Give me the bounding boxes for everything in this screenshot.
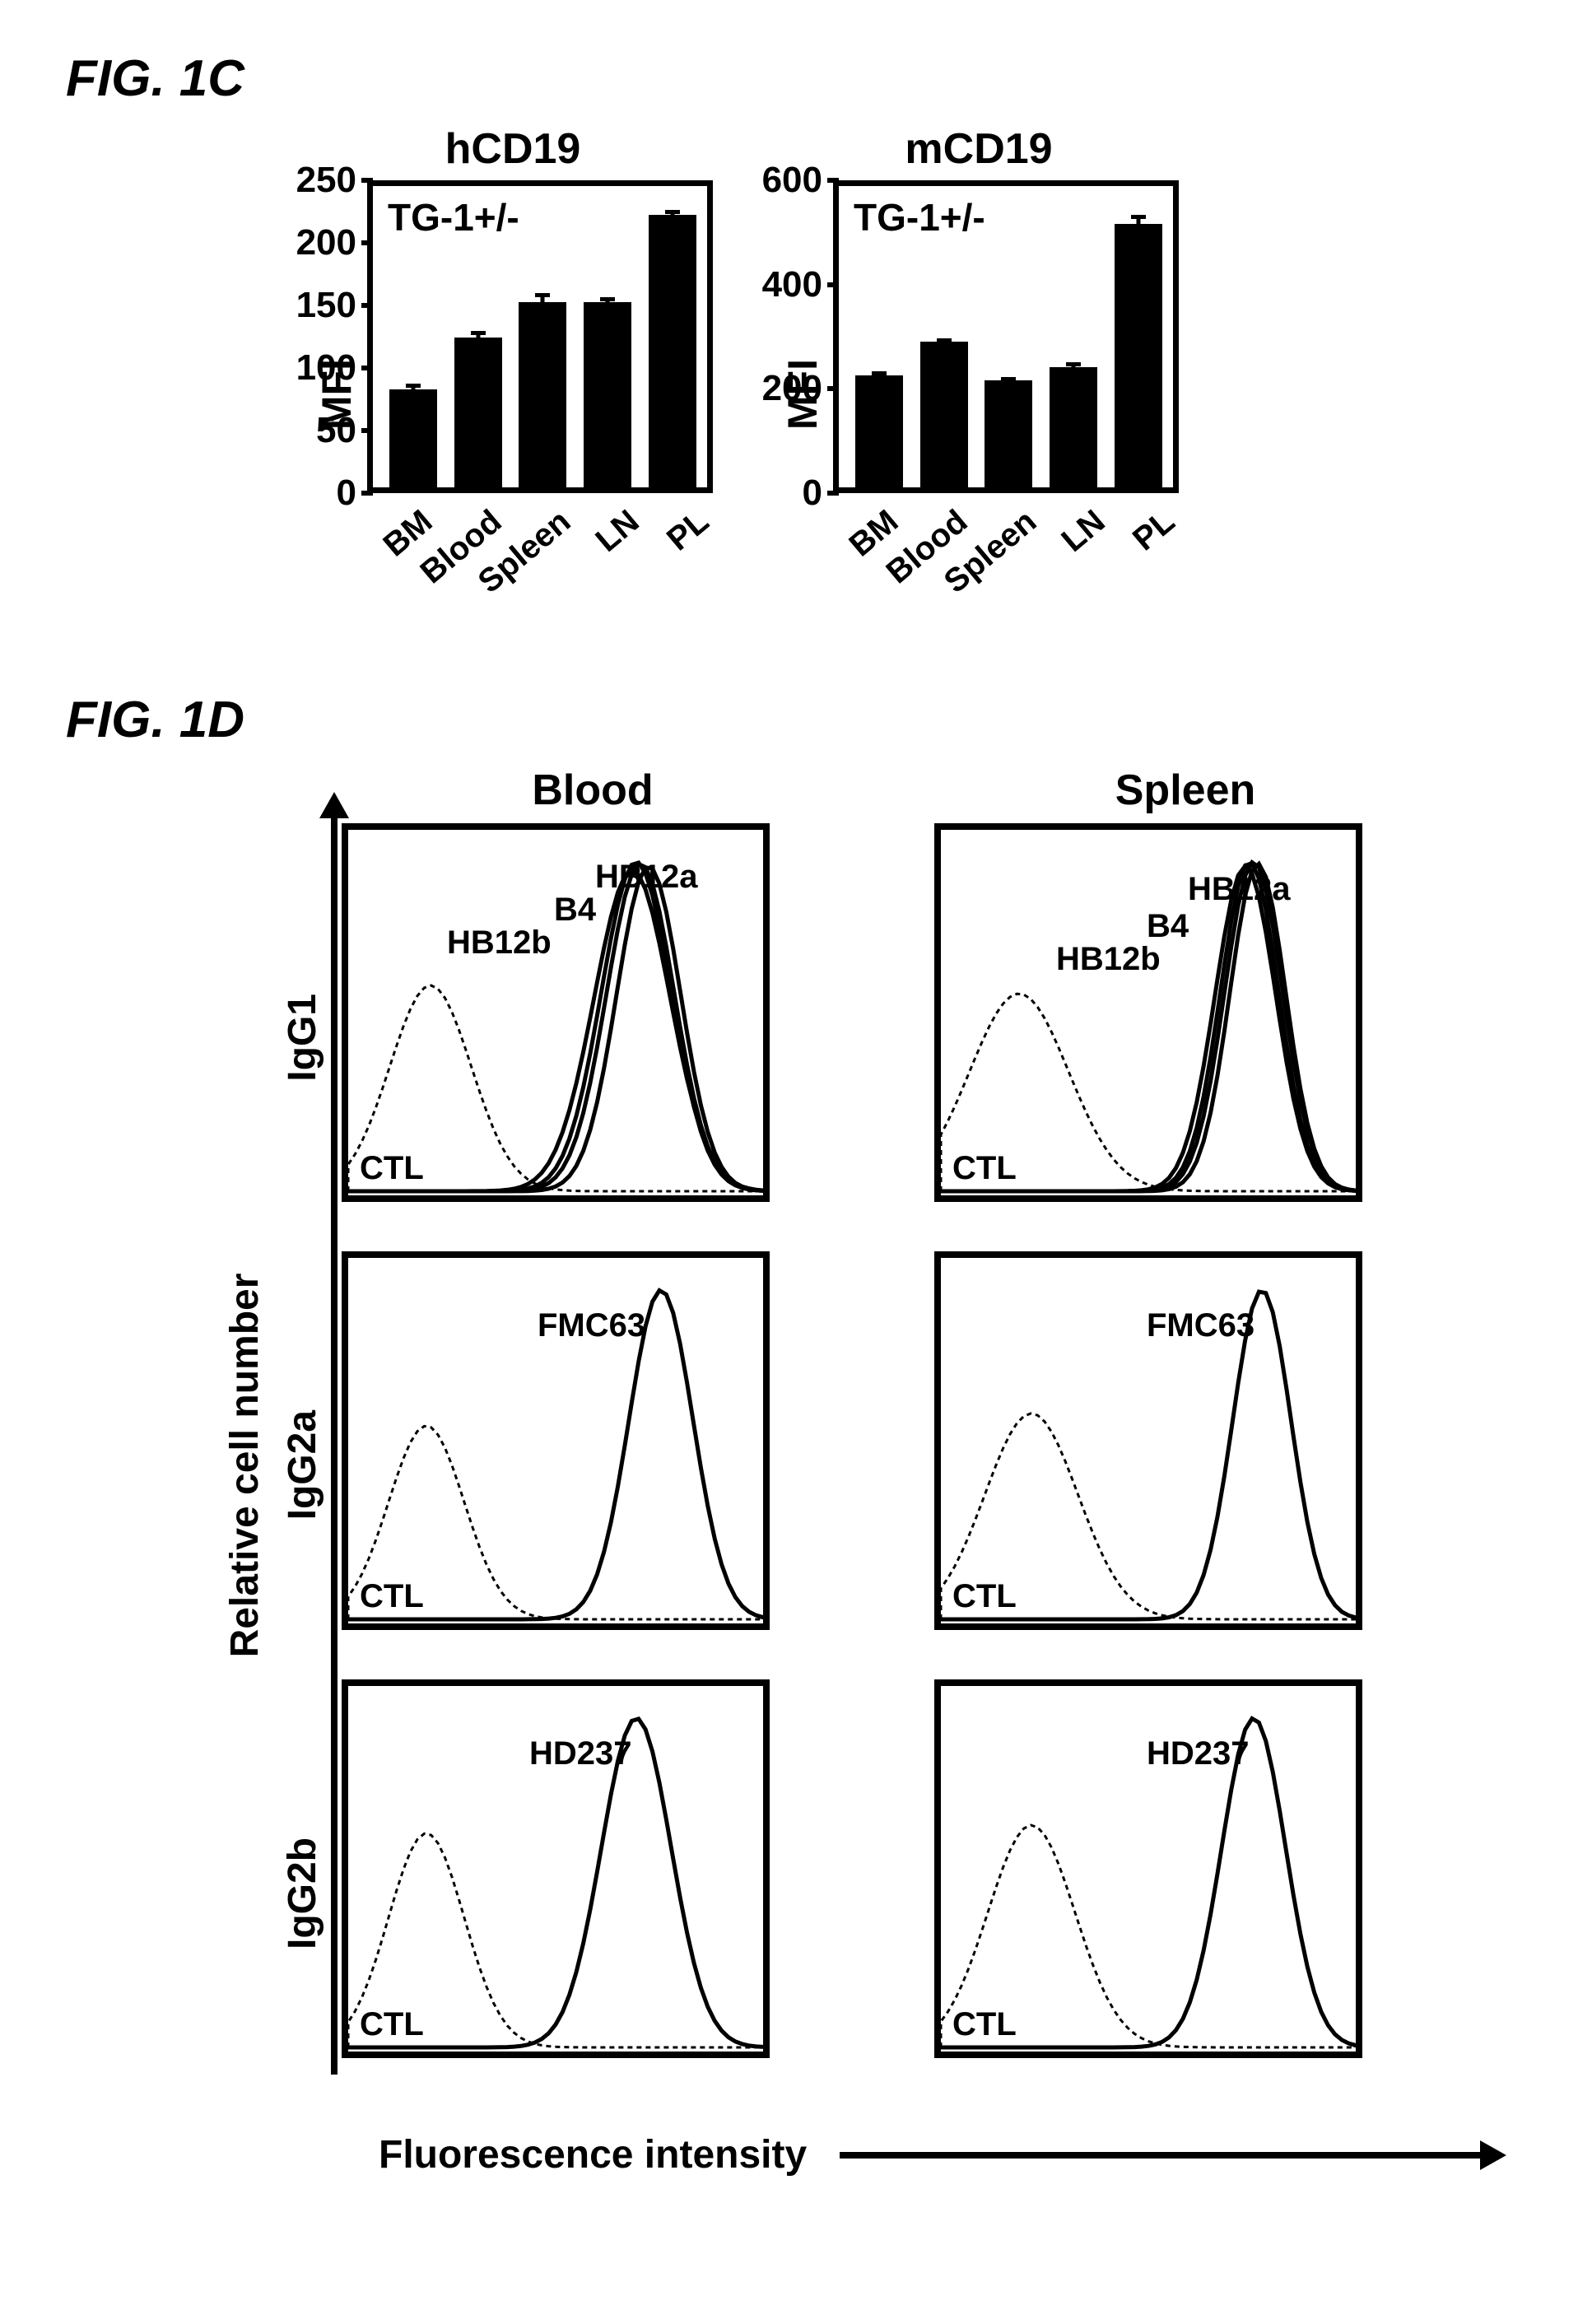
- bar: [584, 302, 631, 487]
- x-tick-label: LN: [1055, 503, 1113, 560]
- bar: [1115, 224, 1162, 487]
- hist-panel: CTL HB12aB4HB12b: [934, 823, 1362, 1202]
- bar-chart-row: hCD19MFITG-1+/-050100150200250BMBloodSpl…: [313, 124, 1526, 608]
- y-tick-label: 100: [296, 347, 356, 389]
- x-axis-label: Fluorescence intensity: [379, 2132, 807, 2177]
- y-tick-label: 0: [803, 473, 822, 514]
- hist-svg: [348, 830, 763, 1195]
- x-tick-label: PL: [1126, 503, 1182, 558]
- hist-column-blood: CTL HB12aB4HB12b CTL FMC63 CTL HD237: [342, 823, 770, 2107]
- column-headers: Blood Spleen: [379, 766, 1526, 815]
- col-header-blood: Blood: [379, 766, 807, 815]
- hist-panel: CTL FMC63: [342, 1251, 770, 1630]
- y-axis-arrow: [331, 815, 337, 2075]
- row-label-igg1: IgG1: [280, 994, 325, 1082]
- ctl-label: CTL: [952, 1150, 1017, 1187]
- y-tick-label: 400: [762, 264, 822, 305]
- row-labels: Relative cell number IgG1 IgG2a IgG2b: [280, 823, 325, 2107]
- hist-svg: [941, 830, 1356, 1195]
- ctl-label: CTL: [360, 1578, 424, 1615]
- ctl-label: CTL: [360, 2006, 424, 2043]
- x-axis-row: Fluorescence intensity: [379, 2132, 1526, 2177]
- plot-area: TG-1+/-0200400600: [833, 180, 1179, 493]
- bar-title: mCD19: [779, 124, 1179, 174]
- figure-1d-section: FIG. 1D Blood Spleen Relative cell numbe…: [66, 691, 1526, 2177]
- bar-panel-0: hCD19MFITG-1+/-050100150200250BMBloodSpl…: [313, 124, 713, 608]
- figure-1c-section: FIG. 1C hCD19MFITG-1+/-050100150200250BM…: [66, 49, 1526, 608]
- hist-panel: CTL FMC63: [934, 1251, 1362, 1630]
- x-tick-label: PL: [660, 503, 716, 558]
- hist-annotation: HB12b: [1056, 941, 1161, 978]
- hist-annotation: FMC63: [538, 1307, 645, 1344]
- bar: [985, 380, 1032, 487]
- bar-panel-1: mCD19MFITG-1+/-0200400600BMBloodSpleenLN…: [779, 124, 1179, 608]
- bar: [519, 302, 566, 487]
- hist-annotation: FMC63: [1147, 1307, 1255, 1344]
- histogram-columns: CTLHB12aB4HB12bCTLFMC63CTLHD237CTLHB12aB…: [342, 823, 1362, 2107]
- bar: [920, 342, 968, 487]
- hist-panel: CTL HD237: [342, 1679, 770, 2058]
- x-axis-arrow: [840, 2152, 1482, 2159]
- row-label-igg2b: IgG2b: [280, 1837, 325, 1949]
- bar: [454, 338, 502, 487]
- hist-annotation: B4: [554, 892, 596, 929]
- hist-panel: CTL HD237: [934, 1679, 1362, 2058]
- hist-annotation: HD237: [529, 1735, 632, 1772]
- bar: [649, 215, 696, 487]
- hist-annotation: HB12a: [1188, 871, 1291, 908]
- ctl-label: CTL: [952, 2006, 1017, 2043]
- row-label-igg2a: IgG2a: [280, 1410, 325, 1520]
- hist-annotation: HB12b: [447, 924, 552, 962]
- fig-1d-content: Blood Spleen Relative cell number IgG1 I…: [280, 766, 1526, 2177]
- hist-panel: CTL HB12aB4HB12b: [342, 823, 770, 1202]
- fig-1c-label: FIG. 1C: [66, 49, 1526, 108]
- y-tick-label: 150: [296, 285, 356, 326]
- y-tick-label: 0: [337, 473, 356, 514]
- ctl-label: CTL: [360, 1150, 424, 1187]
- fig-1d-label: FIG. 1D: [66, 691, 244, 749]
- x-tick-label: LN: [589, 503, 647, 560]
- hist-annotation: HD237: [1147, 1735, 1250, 1772]
- bar: [1050, 367, 1097, 487]
- y-tick-label: 250: [296, 160, 356, 201]
- y-tick-label: 200: [296, 222, 356, 263]
- hist-annotation: B4: [1147, 908, 1189, 945]
- bar: [389, 389, 437, 487]
- y-tick-label: 600: [762, 160, 822, 201]
- y-axis-label: Relative cell number: [222, 1274, 268, 1658]
- col-header-spleen: Spleen: [971, 766, 1399, 815]
- hist-column-spleen: CTL HB12aB4HB12b CTL FMC63 CTL HD237: [934, 823, 1362, 2107]
- plot-area: TG-1+/-050100150200250: [367, 180, 713, 493]
- y-tick-label: 50: [316, 410, 356, 451]
- hist-annotation: HB12a: [595, 859, 698, 896]
- y-tick-label: 200: [762, 368, 822, 409]
- bar: [855, 375, 903, 487]
- bar-title: hCD19: [313, 124, 713, 174]
- histogram-grid: Relative cell number IgG1 IgG2a IgG2b CT…: [280, 823, 1526, 2107]
- ctl-label: CTL: [952, 1578, 1017, 1615]
